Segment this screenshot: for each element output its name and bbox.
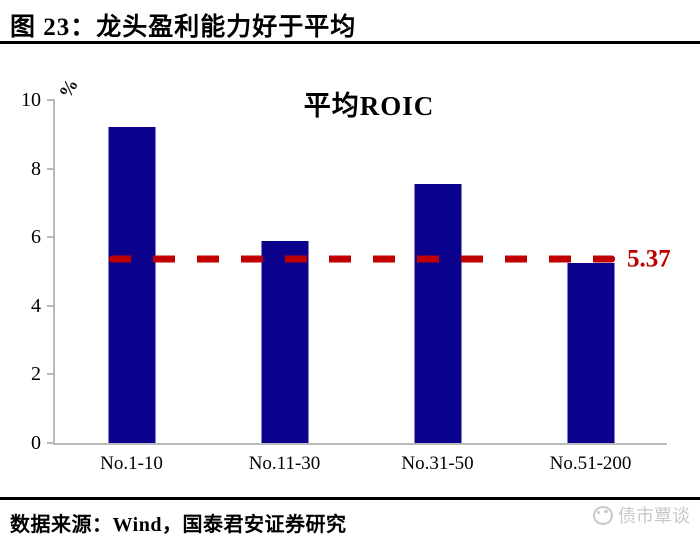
header-divider [0, 41, 700, 44]
x-tick-label: No.11-30 [248, 453, 321, 474]
bar-no-31-50 [414, 184, 461, 443]
y-tick-mark [47, 304, 55, 307]
y-tick-label: 0 [31, 432, 41, 454]
y-tick-label: 2 [31, 363, 41, 386]
bar-no-11-30 [261, 240, 308, 443]
y-tick-mark [47, 167, 55, 170]
y-tick-mark [47, 99, 55, 101]
bar-no-1-10 [108, 127, 155, 443]
chart-title: 平均ROIC [303, 91, 435, 121]
watermark: 债市覃谈 [593, 502, 690, 528]
x-tick-label: No.31-50 [401, 453, 474, 474]
y-tick-label: 4 [31, 294, 41, 317]
reference-line [109, 255, 615, 263]
reference-line-label: 5.37 [627, 245, 671, 273]
bar-no-51-200 [567, 262, 614, 443]
data-source-note: 数据来源：Wind，国泰君安证券研究 [10, 514, 347, 536]
plot-area: 0 2 4 6 8 10 No.1-10 No.11-30 No.31-50 No.51-200 5… [21, 90, 671, 474]
watermark-logo-icon [593, 505, 613, 525]
y-tick-mark [47, 373, 55, 376]
y-tick-mark [47, 236, 55, 239]
x-tick-label: No.51-200 [549, 453, 632, 474]
x-tick-label: No.1-10 [100, 453, 163, 474]
y-tick-mark [47, 442, 55, 444]
y-tick-label: 8 [31, 157, 41, 180]
y-tick-label: 10 [21, 89, 41, 111]
figure-title: 图 23：龙头盈利能力好于平均 [10, 14, 357, 41]
y-tick-label: 6 [31, 226, 41, 249]
watermark-text: 债市覃谈 [618, 506, 690, 526]
footer-divider [0, 497, 700, 500]
